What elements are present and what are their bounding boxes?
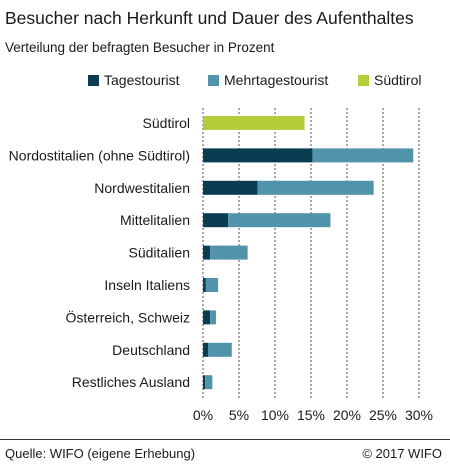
x-tick-label: 10% <box>261 407 289 423</box>
bar-segment <box>203 213 229 228</box>
category-label: Deutschland <box>112 342 190 358</box>
bar-segment <box>210 310 216 325</box>
category-label: Restliches Ausland <box>72 374 190 390</box>
x-tick-label: 0% <box>193 407 213 423</box>
bar-segment <box>208 342 232 357</box>
source-note: Quelle: WIFO (eigene Erhebung) <box>5 446 196 461</box>
footer-divider <box>0 439 450 440</box>
x-tick-label: 5% <box>229 407 249 423</box>
bar-segment <box>203 278 206 292</box>
category-label: Nordwestitalien <box>94 180 190 196</box>
bar-segment <box>203 342 209 357</box>
category-label: Südtirol <box>143 115 190 131</box>
legend-swatch <box>208 75 219 86</box>
category-label: Nordostitalien (ohne Südtirol) <box>9 147 190 163</box>
legend-label: Mehrtagestourist <box>224 72 328 88</box>
bar-segment <box>203 116 305 130</box>
category-label: Mittelitalien <box>120 212 190 228</box>
x-tick-label: 20% <box>333 407 361 423</box>
legend-label: Tagestourist <box>104 72 180 88</box>
bar-segment <box>228 213 331 228</box>
x-tick-label: 25% <box>369 407 397 423</box>
legend-swatch <box>88 75 99 86</box>
bar-segment <box>203 180 258 195</box>
bar-segment <box>205 278 219 292</box>
x-tick-label: 30% <box>405 407 433 423</box>
legend-swatch <box>358 75 369 86</box>
chart-title: Besucher nach Herkunft und Dauer des Auf… <box>5 8 414 28</box>
bar-segment <box>205 375 213 390</box>
bar-segment <box>203 375 206 390</box>
bar-segment <box>203 245 211 260</box>
category-label: Österreich, Schweiz <box>66 308 190 325</box>
bar-segment <box>203 148 313 163</box>
category-label: Süditalien <box>129 245 191 261</box>
category-label: Inseln Italiens <box>104 277 190 293</box>
copyright-note: © 2017 WIFO <box>362 446 442 461</box>
legend-label: Südtirol <box>374 72 421 88</box>
bar-segment <box>210 245 248 260</box>
bar-segment <box>312 148 414 163</box>
x-tick-label: 15% <box>297 407 325 423</box>
chart-subtitle: Verteilung der befragten Besucher in Pro… <box>5 40 275 55</box>
bar-segment <box>257 180 374 195</box>
bar-segment <box>203 310 211 325</box>
